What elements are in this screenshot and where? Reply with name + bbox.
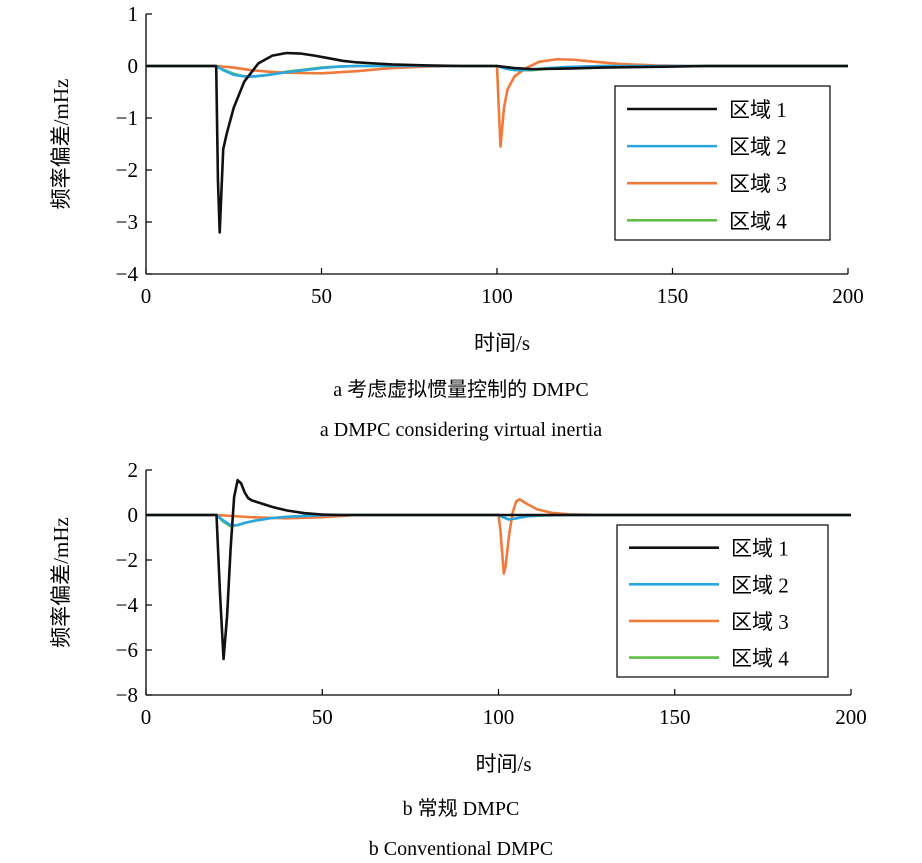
y-axis-label: 频率偏差/mHz	[49, 517, 73, 648]
y-tick-label: −2	[116, 158, 138, 182]
series-line-1	[146, 478, 851, 661]
caption-cn: a 考虑虚拟惯量控制的 DMPC	[333, 378, 589, 401]
x-tick-label: 50	[312, 705, 333, 729]
legend-label: 区域 1	[729, 98, 787, 122]
x-tick-label: 200	[832, 284, 864, 308]
legend-box	[614, 85, 831, 241]
legend-label: 区域 3	[729, 172, 787, 196]
legend-label: 区域 4	[731, 647, 789, 671]
caption-en: a DMPC considering virtual inertia	[320, 419, 602, 441]
legend: 区域 1 区域 2 区域 3 区域 4	[614, 85, 831, 241]
legend-label: 区域 4	[729, 209, 787, 233]
y-axis-label: 频率偏差/mHz	[49, 79, 73, 210]
legend-box	[616, 524, 829, 678]
x-tick-label: 150	[657, 284, 689, 308]
y-tick-label: −2	[116, 548, 138, 572]
y-tick-label: 0	[128, 503, 139, 527]
legend-label: 区域 1	[731, 537, 789, 561]
y-tick-label: −8	[116, 683, 138, 707]
y-tick-label: −3	[116, 210, 138, 234]
y-tick-label: 2	[128, 458, 139, 482]
series-line-3	[146, 57, 848, 148]
x-tick-label: 50	[311, 284, 332, 308]
caption-en: b Conventional DMPC	[369, 838, 553, 860]
legend: 区域 1 区域 2 区域 3 区域 4	[616, 524, 829, 678]
series-line-1	[146, 51, 848, 234]
x-tick-label: 0	[141, 705, 152, 729]
x-tick-label: 150	[659, 705, 691, 729]
x-axis-label: 时间/s	[475, 752, 531, 776]
series-line-3	[146, 497, 851, 575]
y-tick-label: 0	[128, 54, 139, 78]
caption-cn: b 常规 DMPC	[403, 797, 520, 820]
x-axis-label: 时间/s	[474, 331, 530, 355]
x-tick-label: 200	[835, 705, 867, 729]
legend-label: 区域 2	[729, 135, 787, 159]
legend-label: 区域 3	[731, 610, 789, 634]
y-tick-label: −4	[116, 593, 139, 617]
y-tick-label: 1	[128, 2, 139, 26]
x-tick-label: 0	[141, 284, 152, 308]
y-tick-label: −6	[116, 638, 138, 662]
legend-label: 区域 2	[731, 573, 789, 597]
y-tick-label: −4	[116, 262, 139, 286]
x-tick-label: 100	[483, 705, 515, 729]
x-tick-label: 100	[481, 284, 513, 308]
y-tick-label: −1	[116, 106, 138, 130]
